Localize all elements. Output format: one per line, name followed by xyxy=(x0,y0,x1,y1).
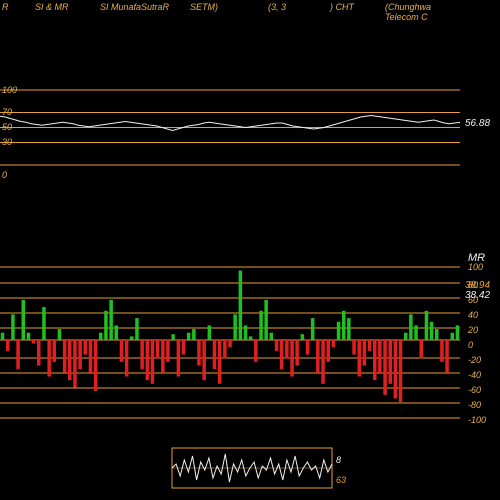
header-labels: RSI & MRSI MunafaSutraRSETM)(3, 3) CHT(C… xyxy=(0,2,460,17)
header-label: R xyxy=(2,2,9,12)
top-current-value: 56.88 xyxy=(465,118,490,129)
mid-right-tick: 100 xyxy=(468,262,483,272)
mid-right-tick: -60 xyxy=(468,385,481,395)
header-label: (Chunghwa Telecom C xyxy=(385,2,460,22)
top-left-tick: 100 xyxy=(2,85,17,95)
mid-value-label: 38.42 xyxy=(465,290,490,301)
mid-right-tick: 0 xyxy=(468,340,473,350)
chart-canvas xyxy=(0,0,500,500)
chart-container: R SI & MR SI MunafaSutraR SETM) (3, 3 ) CHT (C… xyxy=(0,0,500,500)
mid-right-tick: -40 xyxy=(468,370,481,380)
header-label: SI & MR xyxy=(35,2,69,12)
mid-right-tick: 20 xyxy=(468,325,478,335)
top-left-tick: 30 xyxy=(2,137,12,147)
header-label: SI MunafaSutraR xyxy=(100,2,169,12)
header-label: (3, 3 xyxy=(268,2,286,12)
thumb-right-tick: 8 xyxy=(336,455,341,465)
mid-right-tick: -100 xyxy=(468,415,486,425)
mid-right-tick: 40 xyxy=(468,310,478,320)
header-label: SETM) xyxy=(190,2,218,12)
mid-right-tick: -20 xyxy=(468,355,481,365)
header-label: ) CHT xyxy=(330,2,354,12)
top-left-tick: 50 xyxy=(2,122,12,132)
thumb-right-tick: 63 xyxy=(336,475,346,485)
top-left-tick: 0 xyxy=(2,170,7,180)
top-left-tick: 70 xyxy=(2,107,12,117)
mid-right-tick: -80 xyxy=(468,400,481,410)
